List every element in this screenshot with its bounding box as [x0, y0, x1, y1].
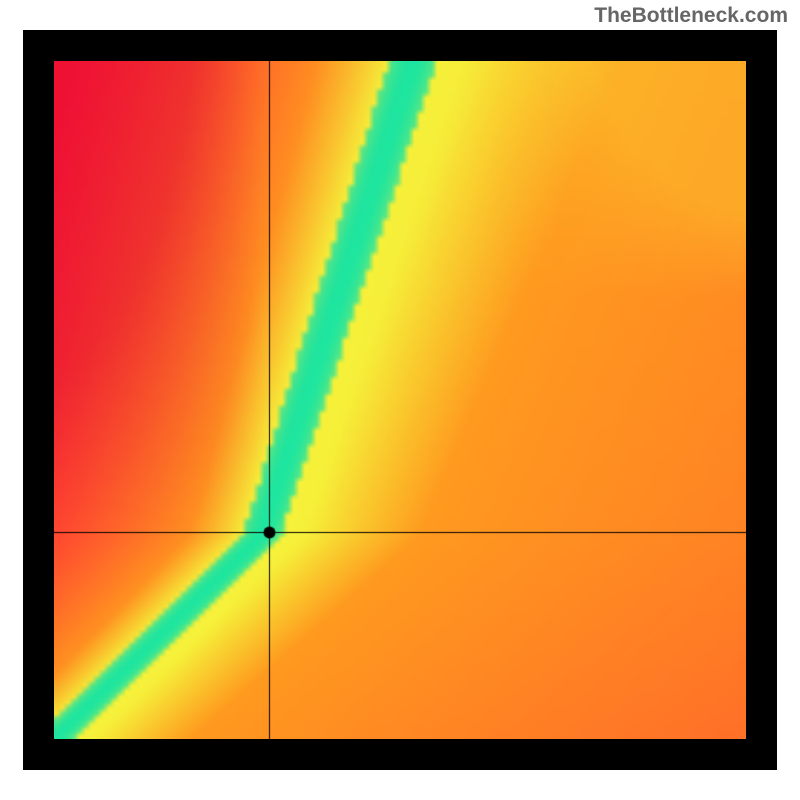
watermark-text: TheBottleneck.com: [594, 4, 788, 28]
chart-container: TheBottleneck.com: [0, 0, 800, 800]
chart-frame: [23, 30, 777, 770]
crosshair-overlay: [54, 61, 746, 739]
